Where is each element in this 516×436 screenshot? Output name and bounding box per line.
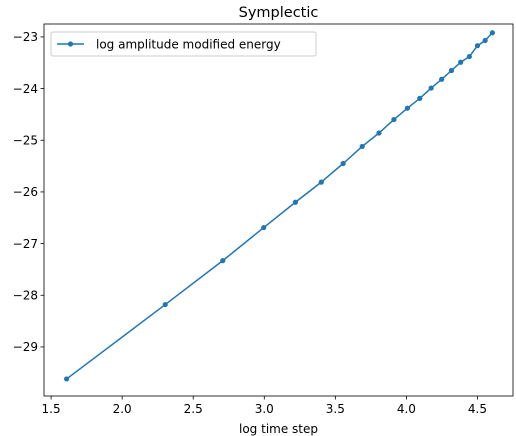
x-tick-label: 3.5	[326, 402, 345, 416]
data-point	[448, 67, 455, 74]
x-tick-label: 2.5	[184, 402, 203, 416]
y-tick-label: −29	[13, 340, 38, 354]
series-layer	[63, 30, 495, 382]
y-tick-label: −25	[13, 134, 38, 148]
legend-entry-label: log amplitude modified energy	[96, 37, 281, 51]
chart-title: Symplectic	[239, 5, 319, 21]
data-point	[428, 85, 434, 91]
x-tick-label: 3.0	[255, 402, 274, 416]
y-tick-label: −23	[13, 30, 38, 44]
legend-marker-swatch	[67, 41, 74, 47]
y-tick-label: −26	[13, 185, 38, 199]
data-point	[359, 143, 365, 150]
y-axis: −29 −28 −27 −26 −25 −24 −23	[13, 30, 44, 354]
data-point	[220, 258, 226, 264]
legend: log amplitude modified energy	[50, 31, 317, 57]
data-point	[162, 301, 168, 308]
data-point	[439, 76, 445, 82]
y-tick-label: −27	[13, 237, 38, 251]
data-point	[318, 179, 324, 185]
x-axis: 1.5 2.0 2.5 3.0 3.5 4.0 4.5	[42, 396, 487, 416]
data-point	[458, 59, 464, 65]
data-point	[340, 160, 346, 167]
data-point	[376, 130, 382, 136]
data-point	[292, 199, 299, 205]
data-point	[404, 105, 411, 111]
x-tick-label: 4.0	[397, 402, 416, 416]
y-tick-label: −28	[13, 289, 38, 303]
x-axis-label: log time step	[239, 422, 318, 436]
data-point	[261, 224, 267, 231]
data-point	[466, 53, 472, 60]
data-point	[417, 95, 423, 101]
data-point	[63, 376, 70, 382]
data-point	[391, 116, 397, 123]
legend-box	[50, 31, 317, 57]
x-tick-label: 2.0	[113, 402, 132, 416]
y-tick-label: −24	[13, 82, 38, 96]
data-point	[489, 30, 495, 36]
plot-area-frame	[43, 23, 514, 397]
data-point	[474, 43, 481, 49]
data-point	[482, 37, 488, 44]
x-tick-label: 1.5	[42, 402, 61, 416]
x-tick-label: 4.5	[468, 402, 487, 416]
